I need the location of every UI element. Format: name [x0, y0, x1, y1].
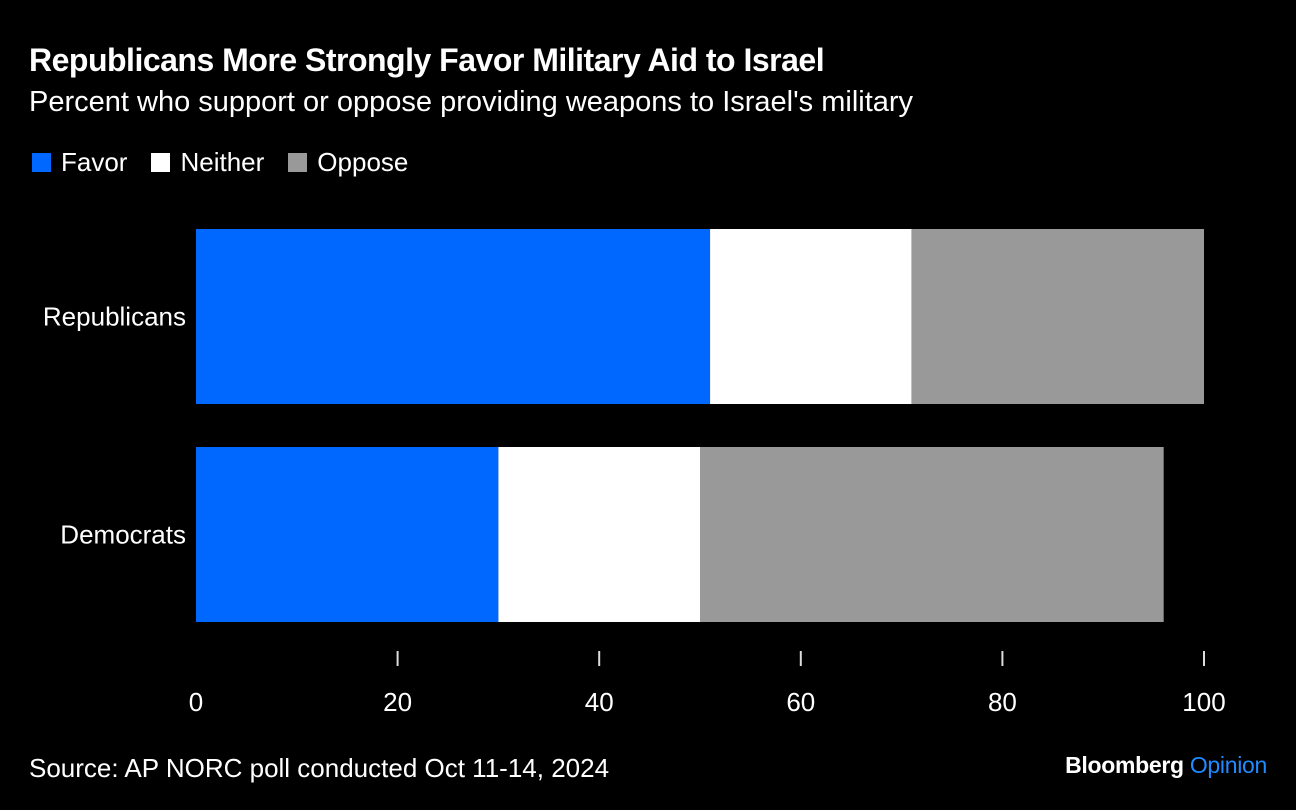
x-tick-label-20: 20	[383, 687, 412, 717]
legend-item-neither: Neither	[151, 147, 264, 178]
brand-logo: Bloomberg Opinion	[1065, 752, 1267, 779]
bar-democrats-neither	[498, 447, 700, 622]
x-tick-label-100: 100	[1182, 687, 1225, 717]
x-tick-label-60: 60	[786, 687, 815, 717]
x-tick-label-0: 0	[189, 687, 203, 717]
bar-democrats-oppose	[700, 447, 1164, 622]
category-label-democrats: Democrats	[60, 520, 186, 550]
source-note: Source: AP NORC poll conducted Oct 11-14…	[29, 753, 610, 783]
category-label-republicans: Republicans	[43, 302, 186, 332]
bar-republicans-favor	[196, 229, 711, 404]
legend-swatch-neither	[151, 153, 171, 172]
bar-republicans-oppose	[911, 229, 1204, 404]
legend-label-favor: Favor	[61, 147, 128, 177]
legend-item-oppose: Oppose	[288, 147, 408, 178]
x-tick-label-80: 80	[988, 687, 1017, 717]
legend-item-favor: Favor	[32, 147, 127, 178]
legend: Favor Neither Oppose	[32, 147, 432, 178]
bar-democrats-favor	[196, 447, 499, 622]
legend-label-oppose: Oppose	[317, 147, 409, 177]
chart-subtitle: Percent who support or oppose providing …	[29, 86, 914, 118]
chart-title: Republicans More Strongly Favor Military…	[29, 42, 825, 78]
x-tick-label-40: 40	[585, 687, 614, 717]
legend-swatch-oppose	[288, 153, 308, 172]
legend-label-neither: Neither	[180, 147, 265, 177]
bar-republicans-neither	[710, 229, 912, 404]
brand-section: Opinion	[1189, 752, 1267, 778]
brand-name: Bloomberg	[1065, 752, 1184, 778]
legend-swatch-favor	[32, 153, 51, 172]
